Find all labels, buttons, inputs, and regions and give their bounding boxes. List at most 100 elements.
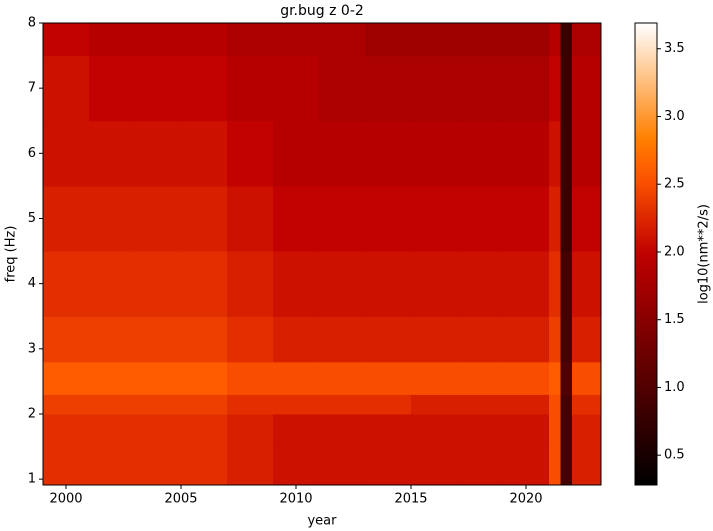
- x-axis-label: year: [307, 514, 337, 529]
- colorbar-tick-label: 1.5: [664, 312, 685, 327]
- heat-cell: [273, 394, 320, 415]
- colorbar-label: log10(nm**2/s): [697, 204, 712, 304]
- heat-cell: [572, 23, 602, 57]
- heat-cell: [503, 251, 550, 317]
- heat-cell: [503, 23, 550, 57]
- heat-cell: [89, 446, 136, 486]
- heat-cell: [181, 120, 228, 187]
- heat-cell: [560, 316, 573, 363]
- y-tick-label: 1: [28, 472, 36, 487]
- heat-cell: [457, 251, 504, 317]
- heat-cell: [43, 361, 90, 395]
- heat-cell: [227, 394, 274, 415]
- heat-cell: [181, 185, 228, 252]
- heat-cell: [549, 185, 562, 252]
- heat-cell: [89, 55, 136, 122]
- heat-cell: [365, 185, 412, 252]
- heat-cell: [560, 394, 573, 415]
- heat-cell: [503, 120, 550, 187]
- heat-cell: [89, 185, 136, 252]
- heat-cell: [181, 446, 228, 486]
- y-tick-label: 6: [28, 146, 36, 161]
- heat-cell: [457, 361, 504, 395]
- heat-cell: [457, 394, 504, 415]
- heat-cell: [457, 446, 504, 486]
- heat-cell: [503, 185, 550, 252]
- heat-cell: [457, 316, 504, 363]
- heat-cell: [411, 361, 458, 395]
- y-tick-label: 3: [28, 341, 36, 356]
- heat-cell: [181, 413, 228, 448]
- heat-cell: [319, 394, 366, 415]
- heat-cell: [227, 413, 274, 448]
- heat-cell: [89, 413, 136, 448]
- heat-cell: [560, 361, 573, 395]
- heat-cell: [135, 120, 182, 187]
- heat-cell: [319, 446, 366, 486]
- heat-cell: [273, 55, 320, 122]
- heat-cell: [43, 413, 90, 448]
- heat-cell: [273, 361, 320, 395]
- y-tick-label: 5: [28, 211, 36, 226]
- heat-cell: [43, 316, 90, 363]
- heat-cell: [135, 55, 182, 122]
- colorbar-tick-label: 1.0: [664, 380, 685, 395]
- y-tick-label: 8: [28, 16, 36, 31]
- plot-frame: [42, 22, 602, 486]
- heat-cell: [43, 394, 90, 415]
- heat-cell: [365, 251, 412, 317]
- x-tick-label: 2005: [164, 492, 197, 507]
- heat-cell: [227, 251, 274, 317]
- heat-cell: [549, 23, 562, 57]
- heat-cell: [457, 120, 504, 187]
- heat-cell: [560, 446, 573, 486]
- heat-cell: [457, 413, 504, 448]
- heat-cell: [181, 55, 228, 122]
- heat-cell: [572, 361, 602, 395]
- heat-cell: [411, 413, 458, 448]
- heat-cell: [319, 55, 366, 122]
- heat-cell: [572, 251, 602, 317]
- heat-cell: [549, 413, 562, 448]
- heat-cell: [43, 23, 90, 57]
- heat-cell: [560, 251, 573, 317]
- heat-cell: [181, 361, 228, 395]
- colorbar-tick-label: 0.5: [664, 448, 685, 463]
- chart-title: gr.bug z 0-2: [280, 3, 364, 19]
- heat-cell: [560, 23, 573, 57]
- y-tick-label: 4: [28, 276, 36, 291]
- heat-cell: [572, 120, 602, 187]
- heat-cell: [549, 55, 562, 122]
- heat-cell: [411, 55, 458, 122]
- x-tick-label: 2015: [394, 492, 427, 507]
- heat-cell: [227, 55, 274, 122]
- heat-cell: [560, 413, 573, 448]
- heat-cell: [572, 55, 602, 122]
- heat-cell: [411, 120, 458, 187]
- heat-cell: [89, 23, 136, 57]
- heat-cell: [43, 446, 90, 486]
- heat-cell: [457, 185, 504, 252]
- heat-cell: [89, 394, 136, 415]
- heat-cell: [181, 316, 228, 363]
- heat-cell: [135, 23, 182, 57]
- heat-cell: [503, 394, 550, 415]
- heat-cell: [319, 413, 366, 448]
- heat-cell: [181, 23, 228, 57]
- heat-cell: [503, 413, 550, 448]
- heat-cell: [457, 23, 504, 57]
- heat-cell: [227, 446, 274, 486]
- y-axis-label: freq (Hz): [4, 226, 19, 283]
- heat-cell: [365, 120, 412, 187]
- x-tick-label: 2010: [279, 492, 312, 507]
- heat-cell: [319, 316, 366, 363]
- heat-cell: [319, 185, 366, 252]
- heat-cell: [89, 251, 136, 317]
- heat-cell: [365, 413, 412, 448]
- heat-cell: [319, 120, 366, 187]
- heat-cell: [572, 316, 602, 363]
- heat-cell: [411, 394, 458, 415]
- heat-cell: [457, 55, 504, 122]
- heat-cell: [43, 120, 90, 187]
